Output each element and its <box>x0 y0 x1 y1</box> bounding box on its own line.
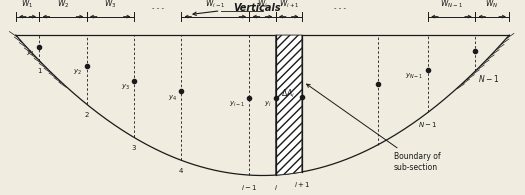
Text: $W_{i-1}$: $W_{i-1}$ <box>205 0 225 10</box>
Text: Boundary of
sub-section: Boundary of sub-section <box>307 84 440 172</box>
Text: $W_2$: $W_2$ <box>57 0 69 10</box>
Text: $i-1$: $i-1$ <box>241 183 258 192</box>
Text: 4: 4 <box>179 168 183 174</box>
Text: 1: 1 <box>37 68 41 74</box>
Text: $W_{i+1}$: $W_{i+1}$ <box>279 0 299 10</box>
Text: - - -: - - - <box>152 5 163 11</box>
Text: $N-1$: $N-1$ <box>418 120 438 129</box>
Text: 2: 2 <box>85 112 89 118</box>
Text: $W_N$: $W_N$ <box>486 0 499 10</box>
Text: 3: 3 <box>132 145 136 151</box>
Text: $y_3$: $y_3$ <box>121 83 130 92</box>
Text: $y_1$: $y_1$ <box>26 49 35 58</box>
Text: $y_{i-1}$: $y_{i-1}$ <box>229 100 245 109</box>
Text: $W_i$: $W_i$ <box>257 0 268 10</box>
Text: Verticals: Verticals <box>234 3 281 13</box>
Text: $y_4$: $y_4$ <box>168 93 177 103</box>
Text: $i$: $i$ <box>274 183 278 192</box>
Text: $W_{N-1}$: $W_{N-1}$ <box>440 0 463 10</box>
Text: $W_3$: $W_3$ <box>104 0 117 10</box>
Polygon shape <box>276 35 302 175</box>
Text: $y_{i+1}$: $y_{i+1}$ <box>281 99 298 108</box>
Text: $i+1$: $i+1$ <box>293 180 310 189</box>
Text: $y_{N-1}$: $y_{N-1}$ <box>405 72 424 81</box>
Text: $y_i$: $y_i$ <box>264 100 271 109</box>
Text: $\Delta A_i$: $\Delta A_i$ <box>281 87 295 100</box>
Text: - - -: - - - <box>334 5 346 11</box>
Text: $N-1$: $N-1$ <box>478 73 499 83</box>
Text: $y_2$: $y_2$ <box>74 68 82 77</box>
Text: $W_1$: $W_1$ <box>22 0 34 10</box>
